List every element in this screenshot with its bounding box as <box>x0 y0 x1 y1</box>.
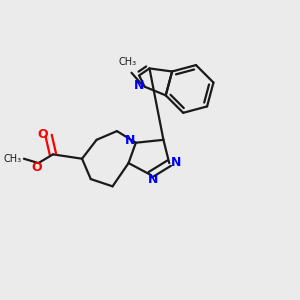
Text: O: O <box>37 128 47 140</box>
Text: N: N <box>125 134 135 147</box>
Text: N: N <box>170 156 181 169</box>
Text: CH₃: CH₃ <box>3 154 22 164</box>
Text: CH₃: CH₃ <box>118 57 136 67</box>
Text: N: N <box>148 173 158 186</box>
Text: N: N <box>134 79 145 92</box>
Text: O: O <box>32 161 42 174</box>
